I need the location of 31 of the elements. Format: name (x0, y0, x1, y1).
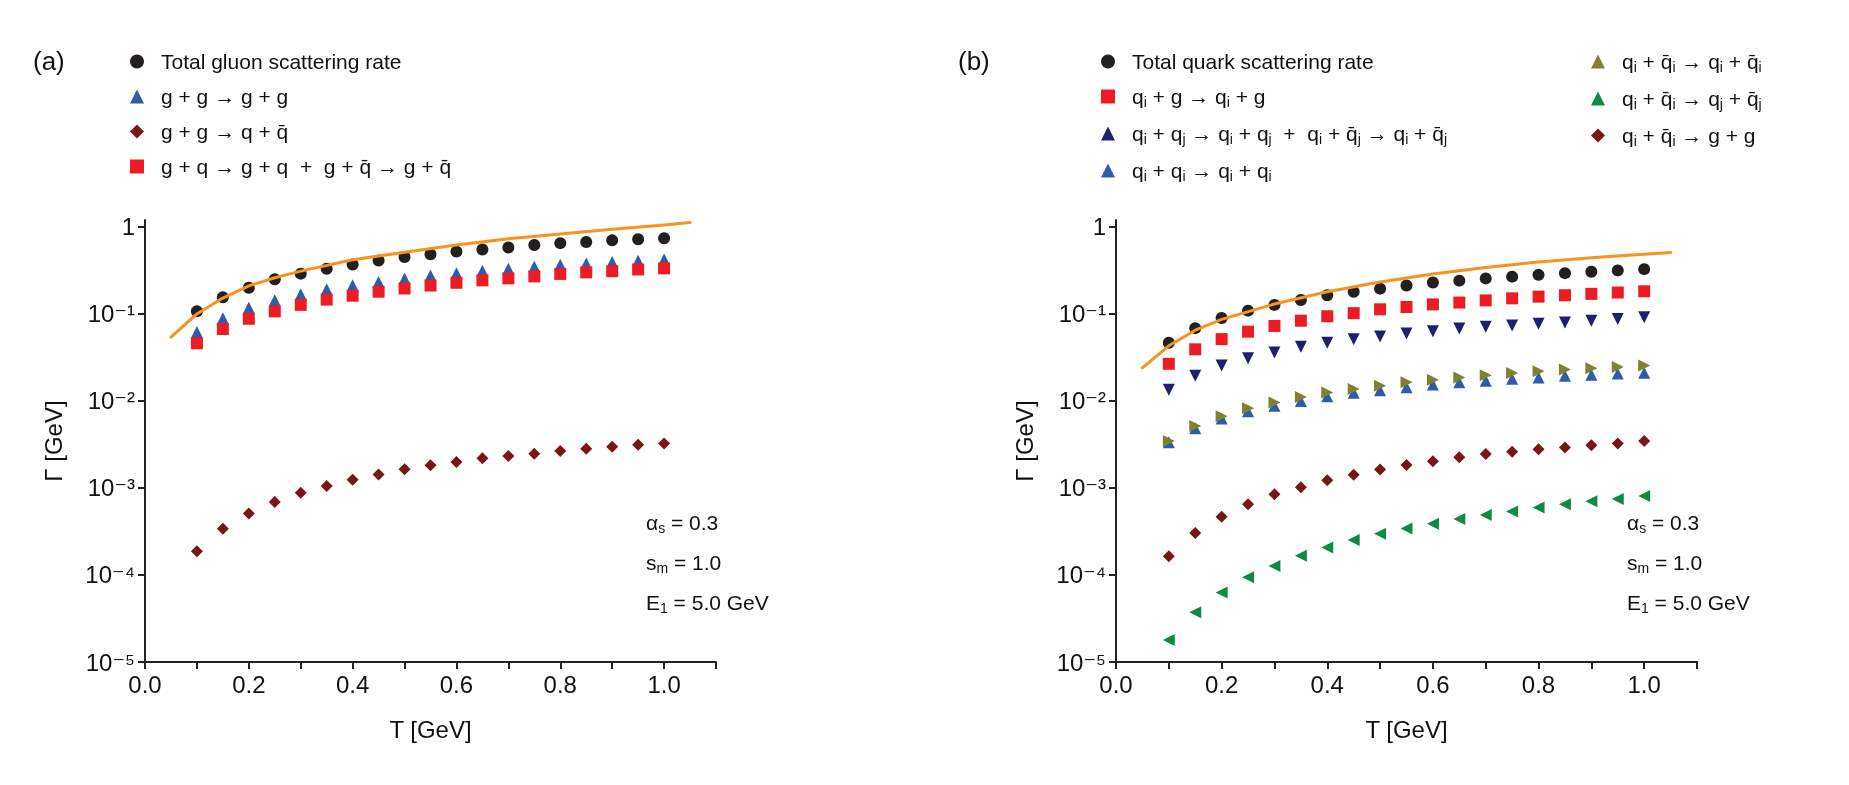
x-tick-label: 0.4 (335, 670, 370, 698)
text: (a) (33, 46, 65, 76)
y-tick-label: 1 (121, 213, 135, 241)
y-tick-label: 10⁻⁴ (85, 561, 135, 589)
x-axis-title: T [GeV] (389, 715, 472, 743)
y-tick-label: 10⁻⁴ (1056, 561, 1106, 589)
x-tick-label: 0.4 (1310, 670, 1344, 698)
x-tick-label: 1.0 (1627, 670, 1661, 698)
legend-label: g + g → g + g (161, 85, 289, 108)
y-axis-title: Γ [GeV] (39, 400, 67, 482)
x-tick-label: 1.0 (647, 670, 681, 698)
y-tick-label: 1 (1092, 213, 1106, 241)
x-tick-label: 0.6 (439, 670, 474, 698)
y-tick-label: 10⁻¹ (87, 300, 135, 328)
y-axis-title: Γ [GeV] (1010, 400, 1038, 482)
x-tick-label: 0.2 (232, 670, 266, 698)
legend-label: g + g → q + q̄ (161, 120, 289, 143)
x-axis-title: T [GeV] (1365, 715, 1448, 743)
legend-label: Total quark scattering rate (1132, 50, 1374, 73)
y-tick-label: 10⁻² (1058, 387, 1106, 415)
x-tick-label: 0.8 (1521, 670, 1556, 698)
y-tick-label: 10⁻³ (1058, 474, 1106, 502)
y-tick-label: 10⁻¹ (1058, 300, 1106, 328)
legend-label: g + q → g + q + g + q̄ → g + q̄ (161, 155, 452, 178)
legend-label: Total gluon scattering rate (161, 50, 402, 73)
x-tick-label: 0.8 (543, 670, 577, 698)
x-tick-label: 0.2 (1204, 670, 1239, 698)
text: (b) (958, 46, 990, 76)
y-tick-label: 10⁻³ (87, 474, 135, 502)
y-tick-label: 10⁻² (87, 387, 135, 415)
x-tick-label: 0.6 (1416, 670, 1450, 698)
